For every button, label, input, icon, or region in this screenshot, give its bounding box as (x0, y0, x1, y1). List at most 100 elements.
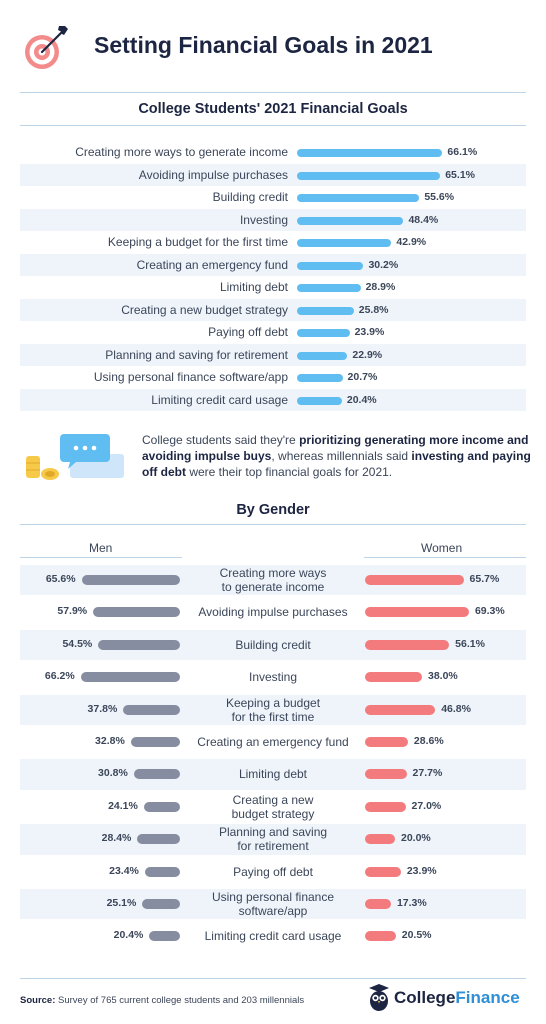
category-label: Creating an emergency fund (184, 735, 362, 749)
data-label: 48.4% (408, 213, 439, 226)
divider (20, 524, 526, 525)
category-label: Creating a new budget strategy (184, 793, 362, 821)
bar-label: Limiting credit card usage (151, 392, 288, 407)
row-band (20, 694, 526, 725)
bar-women (365, 672, 422, 683)
bar-men (81, 575, 180, 585)
category-label: Planning and saving for retirement (184, 825, 362, 853)
bar-men (137, 834, 180, 845)
bar-men (149, 931, 180, 942)
data-label-men: 28.4% (101, 832, 132, 845)
bar-men (133, 769, 180, 780)
bar (297, 171, 441, 180)
data-label: 42.9% (396, 236, 427, 248)
bar (297, 329, 350, 337)
category-label-line: Limiting credit card usage (204, 929, 342, 944)
category-label: Building credit (184, 638, 362, 652)
bar-men (143, 801, 180, 812)
bar (297, 149, 443, 157)
data-label: 55.6% (424, 191, 455, 203)
brand-logo: CollegeFinance (368, 984, 528, 1014)
bar-label: Using personal finance software/app (93, 370, 288, 384)
data-label-women: 17.3% (396, 897, 427, 909)
bar-label: Keeping a budget for the first time (107, 235, 288, 249)
data-label: 22.9% (352, 348, 383, 361)
bar (297, 194, 420, 202)
category-label: Limiting debt (184, 767, 362, 781)
row-band (20, 343, 526, 366)
bar-label: Creating an emergency fund (136, 257, 288, 272)
category-label: Avoiding impulse purchases (184, 605, 362, 619)
category-label-line: Planning and saving (218, 825, 328, 840)
data-label-women: 28.6% (413, 735, 444, 747)
category-label: Keeping a budget for the first time (184, 696, 362, 724)
data-label-men: 25.1% (106, 897, 137, 909)
bar (297, 261, 364, 270)
bar-label: Investing (239, 212, 288, 227)
bar (297, 306, 354, 315)
row-band (20, 824, 526, 855)
data-label-women: 23.9% (406, 864, 437, 877)
bar (297, 351, 348, 360)
column-header-men: Men (89, 541, 113, 555)
data-label-men: 32.8% (95, 735, 125, 747)
row-band (20, 889, 526, 920)
category-label-line: budget strategy (231, 806, 315, 821)
data-label-men: 65.6% (45, 573, 76, 585)
category-label-line: Creating a new (232, 792, 314, 807)
bar-women (365, 607, 469, 618)
category-label-line: for retirement (237, 839, 309, 854)
bar-men (144, 866, 180, 877)
bar-men (123, 704, 180, 715)
source-note: Source: Survey of 765 current college st… (20, 995, 305, 1006)
data-label-men: 37.8% (87, 702, 118, 715)
row-band (20, 388, 526, 411)
chat-bubbles-icon (60, 434, 124, 478)
bar-women (365, 801, 406, 812)
category-label-line: Limiting debt (238, 767, 308, 782)
data-label-women: 38.0% (428, 670, 458, 683)
bar (297, 239, 392, 247)
data-label: 23.9% (354, 326, 385, 338)
bar (297, 374, 343, 382)
bar-men (142, 899, 180, 909)
category-label-line: for the first time (231, 709, 315, 724)
row-band (20, 208, 526, 231)
category-label-line: Building credit (235, 637, 311, 652)
owl-icon (369, 984, 389, 1011)
bar-label: Limiting debt (219, 280, 288, 294)
column-header-women: Women (421, 541, 463, 555)
category-label: Using personal finance software/app (184, 890, 362, 918)
row-band (20, 298, 526, 321)
divider (20, 92, 526, 93)
brand-name: CollegeFinance (394, 988, 520, 1007)
bar-men (98, 639, 180, 650)
data-label: 65.1% (445, 168, 475, 181)
bar-men (130, 737, 180, 747)
data-label-men: 54.5% (62, 637, 93, 650)
data-label-women: 20.0% (401, 832, 431, 845)
data-label-men: 66.2% (44, 670, 75, 683)
bar-women (365, 737, 408, 747)
data-label-women: 46.8% (441, 702, 471, 715)
category-label-line: Using personal finance (211, 890, 335, 904)
bar-women (365, 866, 401, 877)
data-label: 25.8% (358, 303, 389, 316)
data-label-men: 20.4% (113, 929, 144, 942)
bar (297, 216, 404, 225)
page-title: Setting Financial Goals in 2021 (94, 32, 433, 58)
data-label-men: 23.4% (109, 864, 139, 877)
category-label-line: Paying off debt (233, 864, 313, 879)
header: Setting Financial Goals in 2021 (0, 18, 546, 78)
category-label-line: Creating an emergency fund (197, 735, 349, 749)
data-label-men: 24.1% (108, 799, 138, 812)
data-label-men: 30.8% (98, 767, 128, 780)
bar-label: Planning and saving for retirement (105, 347, 288, 362)
data-label: 20.7% (347, 371, 378, 383)
bar-men (93, 607, 180, 618)
data-label: 66.1% (447, 146, 478, 158)
bar-women (365, 769, 407, 780)
insight-callout: College students said they're prioritizi… (20, 428, 531, 484)
bar-label: Building credit (212, 190, 288, 204)
section-title-goals: College Students' 2021 Financial Goals (138, 101, 408, 117)
